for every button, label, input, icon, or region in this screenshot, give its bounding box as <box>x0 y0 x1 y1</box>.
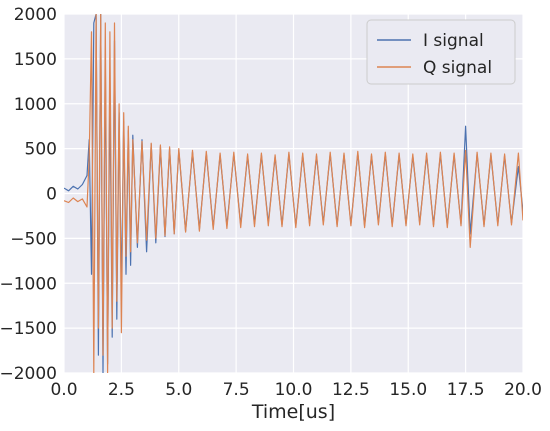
x-tick-label: 10.0 <box>275 380 313 400</box>
y-tick-label: 1000 <box>14 95 57 115</box>
series-layer <box>64 14 523 373</box>
legend: I signal Q signal <box>366 19 516 85</box>
y-tick-label: −1000 <box>0 274 57 294</box>
x-axis-label: Time[us] <box>251 401 335 423</box>
x-tick-label: 12.5 <box>332 380 370 400</box>
x-tick-label: 15.0 <box>389 380 427 400</box>
x-tick-label: 20.0 <box>504 380 542 400</box>
y-tick-label: −2000 <box>0 364 57 384</box>
x-tick-label: 17.5 <box>447 380 485 400</box>
x-axis-ticks: 0.0 2.5 5.0 7.5 10.0 12.5 15.0 17.5 20.0 <box>50 380 541 400</box>
y-tick-label: −1500 <box>0 319 57 339</box>
x-tick-label: 5.0 <box>165 380 192 400</box>
legend-box <box>366 19 516 85</box>
x-tick-label: 2.5 <box>108 380 135 400</box>
y-tick-label: 500 <box>25 140 57 160</box>
x-tick-label: 7.5 <box>223 380 250 400</box>
x-tick-label: 0.0 <box>50 380 77 400</box>
y-tick-label: 0 <box>46 185 57 205</box>
y-tick-label: 1500 <box>14 50 57 70</box>
series-line-2 <box>64 14 523 373</box>
legend-label: I signal <box>423 31 484 51</box>
y-tick-label: 2000 <box>14 5 57 25</box>
legend-label: Q signal <box>423 58 492 78</box>
y-tick-label: −500 <box>10 229 57 249</box>
y-axis-ticks: 2000 1500 1000 500 0 −500 −1000 −1500 −2000 <box>0 5 57 384</box>
